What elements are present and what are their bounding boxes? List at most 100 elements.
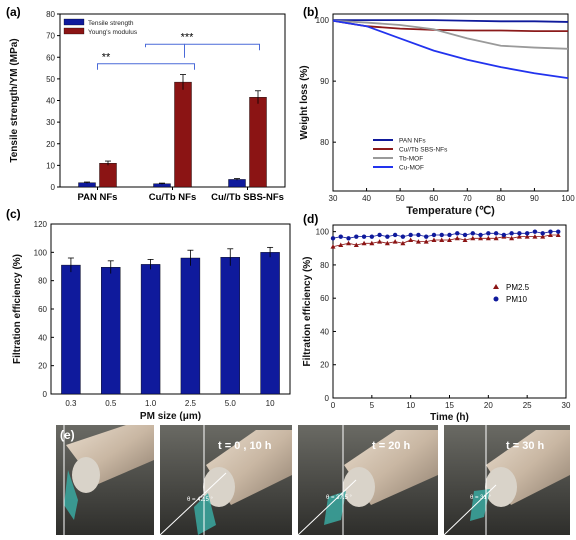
data-point [361,240,367,246]
y-tick-label: 0 [43,390,48,399]
chart-b-weight-loss: 30 40 50 60 70 80 90 100 80 90 100 Temperature (℃) W… [299,13,575,217]
legend-label: Tb-MOF [399,156,423,163]
data-point [455,231,460,236]
y-tick-label: 60 [320,294,329,303]
x-tick-label: 5.0 [225,399,237,408]
data-point [478,232,483,238]
y-tick-label: 80 [46,10,55,19]
photo-frame-1: (e) [56,425,154,535]
data-point [377,232,382,238]
data-point [354,234,359,239]
data-point [454,235,460,241]
y-axis-title: Filtration efficiency (%) [12,254,23,364]
data-point [400,240,406,246]
bar [99,163,117,188]
x-tick-label: 70 [463,194,472,203]
sig-bracket [97,63,195,70]
legend-label: PAN NFs [399,138,426,145]
plot-frame [332,13,569,192]
bar [180,257,201,395]
legend-label: Cu-MOF [399,165,424,172]
plot-frame [332,224,567,399]
x-tick-label: 5 [370,401,375,410]
bar [220,257,240,395]
y-tick-label: 80 [320,138,329,147]
frame-label-1: t = 0 , 10 h [218,440,272,452]
data-point [377,239,383,244]
data-point [501,232,507,238]
series-line [333,19,569,23]
sig-bracket [145,43,185,48]
y-tick-label: 40 [46,97,55,106]
x-tick-label: 40 [362,194,371,203]
angle-label-1: θ = 42.5 ° [187,497,214,503]
data-point [540,231,545,236]
y-tick-label: 30 [46,118,55,127]
series-line [332,19,569,79]
data-point [338,242,344,247]
y-tick-label: 10 [46,161,55,170]
y-tick-label: 60 [46,53,55,62]
y-tick-label: 70 [46,32,55,41]
panel-label-e: (e) [60,428,75,442]
data-point [369,240,375,246]
data-point [415,239,421,244]
data-point [346,236,351,241]
bar [101,267,121,395]
data-point [517,231,522,236]
bar [174,81,192,188]
x-axis-title: Temperature (℃) [406,205,495,217]
y-tick-label: 80 [38,277,47,286]
data-point [439,237,445,242]
data-point [509,231,514,236]
frame-label-3: t = 30 h [506,440,544,452]
x-tick-label: 15 [445,401,454,410]
y-tick-label: 100 [34,248,48,257]
data-point [400,234,406,239]
x-tick-label: 10 [406,401,415,410]
data-point [361,234,367,239]
y-tick-label: 100 [316,16,330,25]
legend-label: Tensile strength [88,20,134,27]
data-point [392,232,398,238]
chart-a-tensile: 0 10 20 30 40 50 60 70 80 Tensile strength/YM (MP… [9,10,286,203]
data-point [478,235,484,241]
angle-label-3: θ = 31 ° [470,495,492,501]
legend-label: PM2.5 [506,283,530,292]
y-axis-title: Tensile strength/YM (MPa) [9,38,20,162]
data-point [408,237,414,242]
y-tick-label: 90 [320,77,329,86]
x-tick-label: 90 [530,194,539,203]
y-tick-label: 0 [51,183,56,192]
y-tick-label: 50 [46,75,55,84]
x-tick-label: 0.3 [65,399,77,408]
plot-frame [50,223,291,395]
data-point [516,234,522,239]
data-point [439,232,444,238]
x-tick-label: Cu/Tb NFs [149,192,197,203]
chart-d-time: 0 5 10 15 20 25 30 0 20 40 60 80 100 Time (h) Filtrati… [302,224,571,423]
x-tick-label: 30 [562,401,571,410]
panel-label-a: (a) [6,5,21,19]
sig-label: ** [102,52,111,64]
x-tick-label: 100 [561,194,575,203]
series-line [332,19,568,32]
series-line [332,231,559,239]
legend-label: PM10 [506,295,527,304]
bar [61,264,81,395]
photo-frame-3: t = 20 h θ = 37.5 ° [297,425,438,536]
panel-label-c: (c) [6,207,21,221]
bar [228,179,246,188]
legend-swatch [63,18,85,26]
data-point [532,234,538,239]
data-point [392,239,398,244]
data-point [470,235,476,241]
data-point [330,236,336,241]
y-tick-label: 40 [320,327,329,336]
x-tick-label: 25 [523,401,532,410]
x-tick-label: PAN NFs [78,192,118,203]
data-point [408,232,413,238]
data-point [547,232,553,237]
photo-frame-2: t = 0 , 10 h θ = 42.5 ° [159,425,292,536]
angle-label-2: θ = 37.5 ° [326,495,353,501]
